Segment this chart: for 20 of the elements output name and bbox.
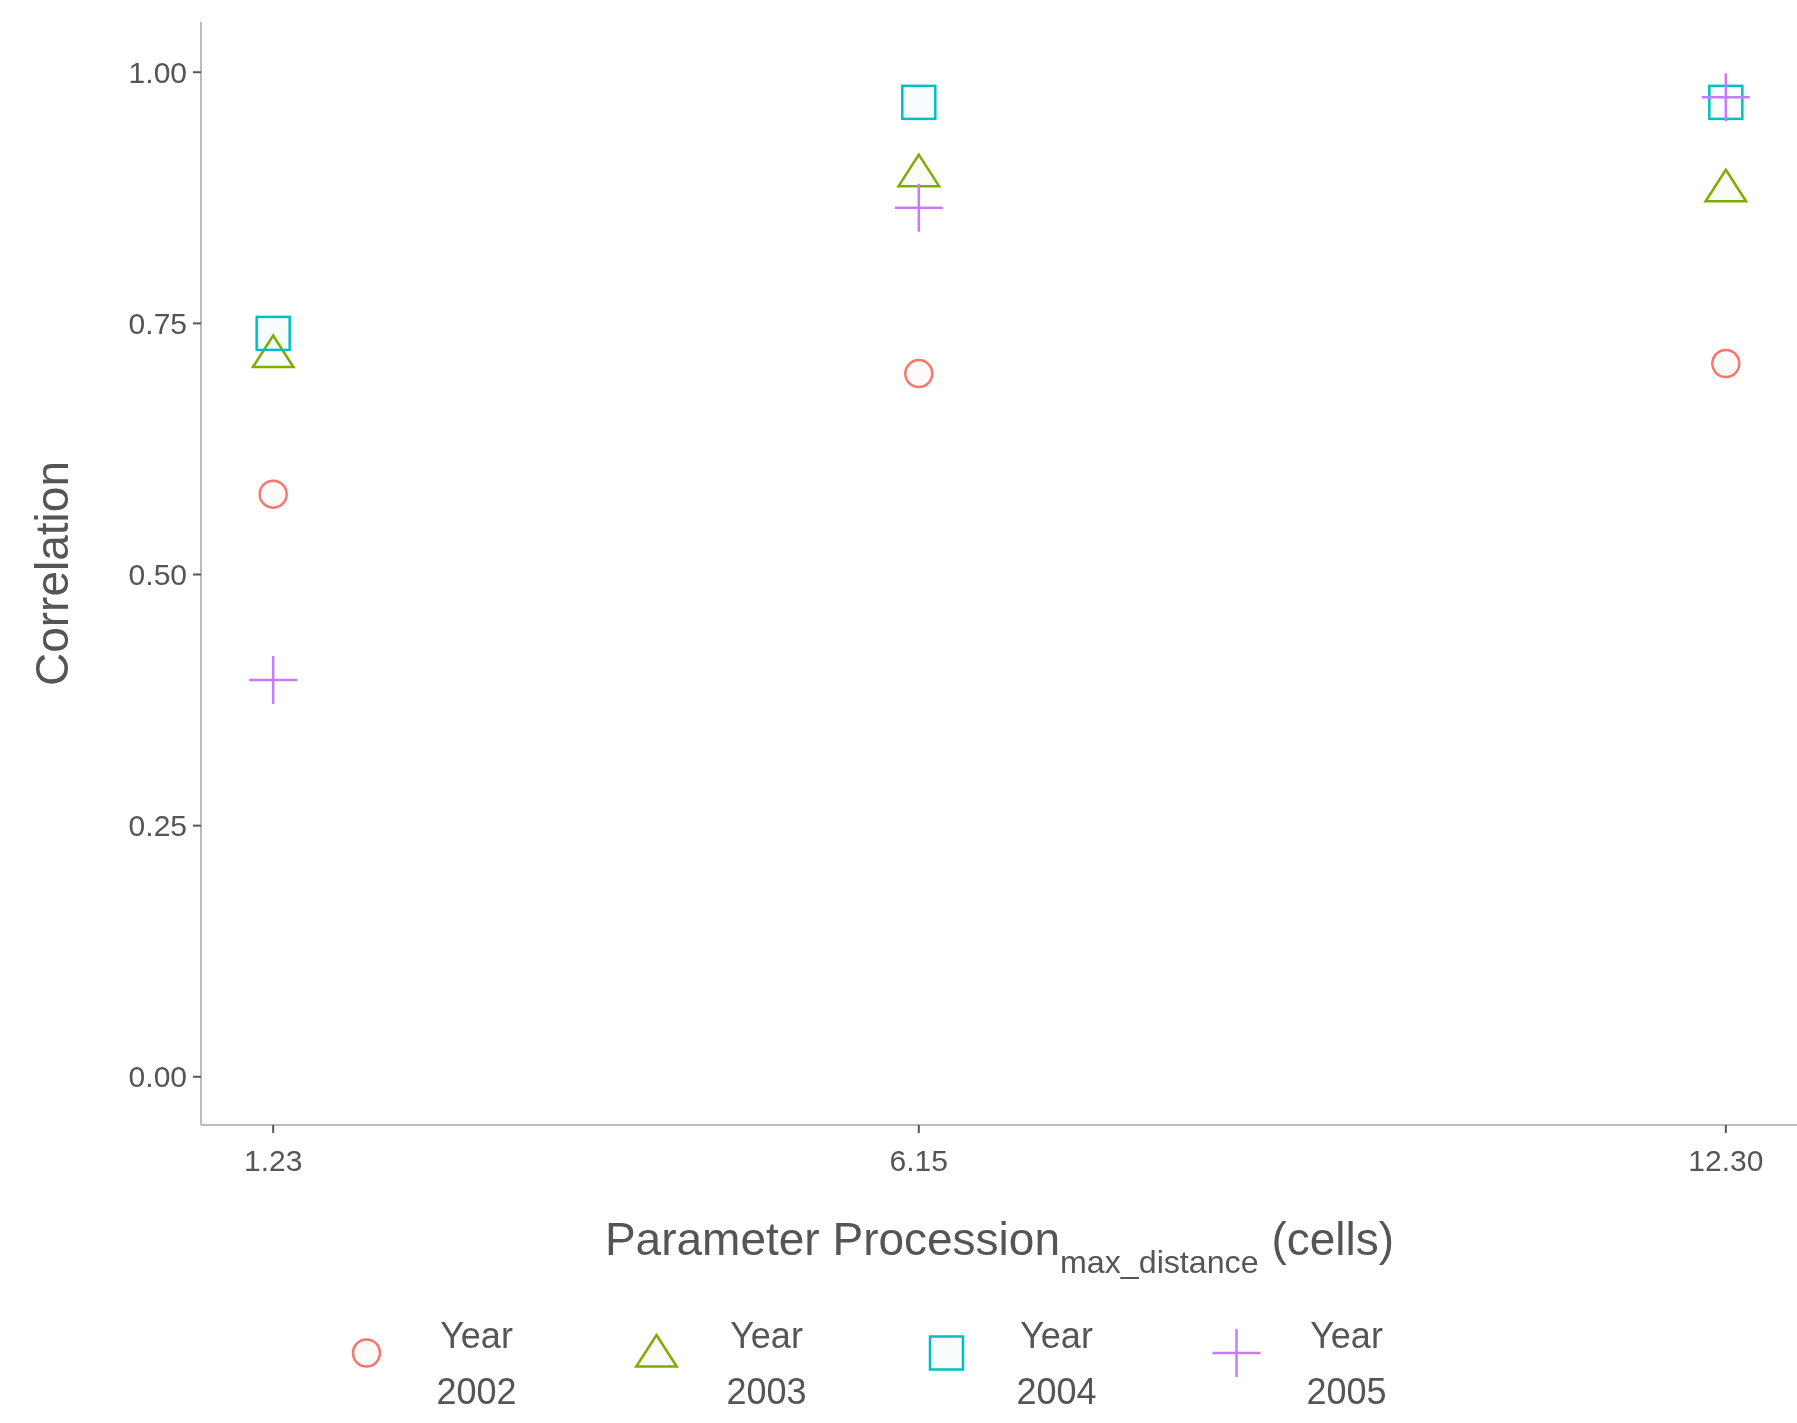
point: [255, 315, 291, 352]
point: [1711, 348, 1741, 379]
y-tick-label: 0.25: [128, 809, 187, 843]
x-axis-title: Parameter Procession$_{max_distance}$ (cells): [604, 1213, 1395, 1280]
y-tick-label: 0.00: [128, 1060, 187, 1094]
legend-label: Year 2004: [1016, 1315, 1097, 1412]
point: [1701, 73, 1750, 122]
point: [258, 479, 288, 509]
y-tick-label: 0.75: [128, 306, 187, 340]
x-tick-label: 12.30: [1688, 1144, 1764, 1177]
y-axis-title: Correlation: [26, 461, 78, 686]
legend-label: Year 2002: [436, 1315, 517, 1412]
point: [901, 84, 937, 121]
x-tick-label: 1.23: [243, 1144, 303, 1177]
y-tick-label: 0.50: [128, 558, 187, 591]
legend-label: Year 2003: [726, 1315, 807, 1412]
y-tick-label: 1.00: [128, 55, 187, 89]
point: [904, 358, 934, 389]
legend-label: Year 2005: [1306, 1315, 1387, 1412]
x-tick-label: 6.15: [889, 1144, 948, 1177]
